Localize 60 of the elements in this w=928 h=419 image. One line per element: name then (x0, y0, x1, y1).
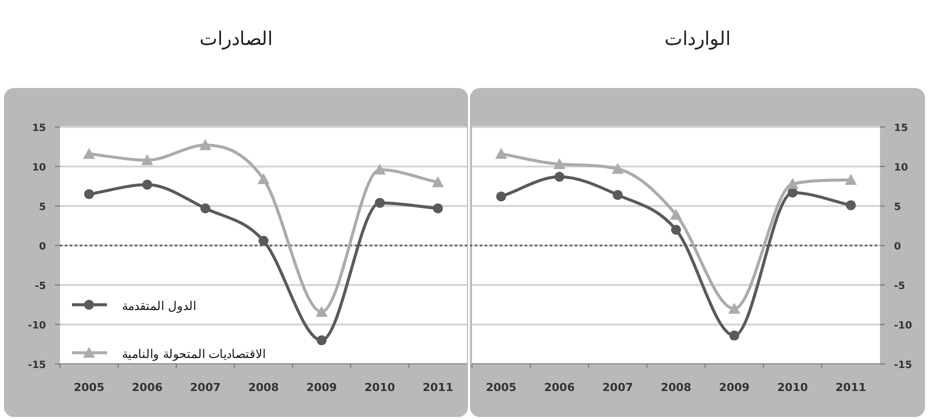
y-tick-label: 10 (894, 162, 908, 174)
point (374, 164, 386, 175)
point (495, 148, 508, 159)
x-tick-label: 2011 (836, 381, 866, 394)
point (612, 162, 624, 174)
point (729, 330, 740, 341)
y-tick-label: 15 (894, 123, 908, 134)
point (671, 224, 681, 235)
x-tick-label: 2008 (660, 381, 692, 394)
x-tick-label: 2005 (486, 381, 516, 394)
x-tick-label: 2006 (544, 381, 576, 394)
point (84, 189, 94, 200)
y-tick-label: 15 (32, 123, 46, 134)
x-tick-label: 2007 (602, 381, 634, 394)
y-tick-label: -10 (894, 320, 912, 332)
point (432, 176, 444, 188)
point (142, 180, 152, 190)
y-tick-label: 10 (32, 162, 46, 174)
y-tick-label: 0 (894, 242, 901, 252)
y-tick-label: -5 (34, 281, 46, 292)
point (316, 335, 327, 346)
point (496, 192, 506, 202)
y-tick-label: -5 (894, 281, 906, 292)
y-tick-label: 5 (39, 202, 46, 213)
chart-title: الصادرات (200, 28, 272, 50)
point (374, 198, 385, 208)
point (199, 139, 212, 150)
x-tick-label: 2007 (190, 381, 221, 394)
point (846, 200, 856, 210)
x-tick-label: 2006 (132, 381, 163, 394)
point (554, 172, 564, 182)
y-tick-label: 5 (894, 202, 901, 213)
point (553, 158, 566, 170)
x-tick-label: 2008 (248, 381, 279, 394)
chart-title: الواردات (664, 28, 730, 50)
x-tick-label: 2009 (718, 381, 750, 394)
point (786, 178, 799, 189)
point (728, 302, 740, 314)
y-tick-label: 0 (39, 242, 46, 252)
point (141, 154, 154, 166)
y-tick-label: -15 (28, 360, 46, 371)
point (258, 173, 270, 184)
point (788, 188, 798, 198)
point (258, 236, 268, 246)
x-tick-label: 2011 (422, 381, 454, 394)
point (844, 174, 857, 185)
x-tick-label: 2010 (364, 381, 396, 394)
point (432, 203, 443, 214)
point (670, 208, 682, 220)
point (200, 203, 210, 214)
legend-label: الدول المتقدمة (122, 298, 196, 313)
x-tick-label: 2009 (306, 381, 337, 394)
y-tick-label: -15 (894, 360, 912, 371)
point (316, 306, 328, 317)
point (83, 148, 96, 159)
x-tick-label: 2010 (777, 381, 808, 394)
point (612, 190, 623, 200)
x-tick-label: 2005 (74, 381, 104, 394)
y-tick-label: -10 (28, 320, 46, 332)
legend-label: الاقتصادیات المتحولة والنامیة (122, 346, 266, 361)
